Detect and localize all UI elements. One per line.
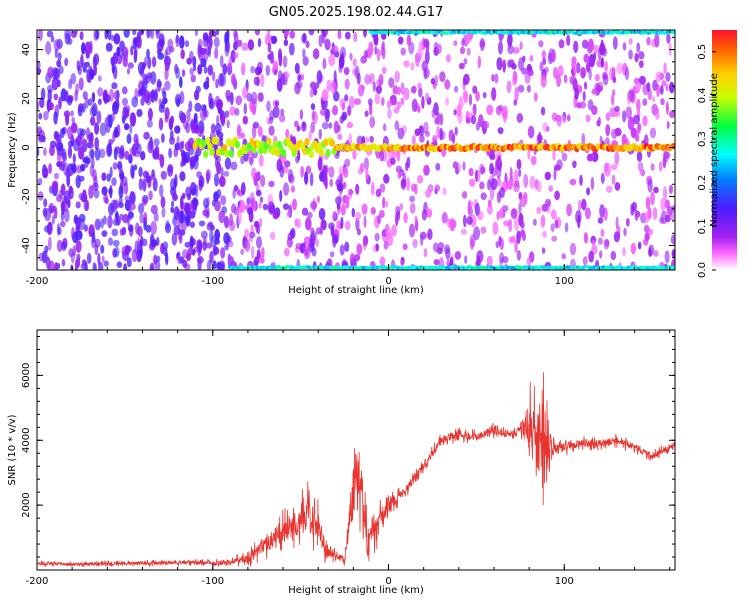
colorbar-tick-label: 0.4 — [697, 88, 708, 104]
y-tick-label: 4000 — [21, 428, 32, 453]
snr-ticks: -200 -100 0 100 2000 4000 6000 — [21, 330, 675, 587]
y-tick-label: -40 — [21, 237, 32, 253]
y-tick-label: -20 — [21, 188, 32, 204]
colorbar-tick-label: 0.2 — [697, 175, 708, 191]
chart-title: GN05.2025.198.02.44.G17 — [269, 5, 444, 20]
spectrogram-xlabel: Height of straight line (km) — [288, 285, 424, 296]
spectrogram-texture — [37, 30, 675, 270]
spectrogram-ylabel: Frequency (Hz) — [7, 112, 18, 188]
upper-edge-band — [368, 30, 675, 35]
snr-ylabel: SNR (10 * v/v) — [7, 414, 18, 485]
colorbar-tick-label: 0.3 — [697, 131, 708, 147]
y-tick-label: 40 — [21, 43, 32, 56]
snr-series — [37, 372, 675, 568]
y-tick-label: 6000 — [21, 363, 32, 388]
y-tick-label: 0 — [21, 144, 32, 150]
x-tick-label: -100 — [201, 276, 224, 287]
y-tick-label: 2000 — [21, 492, 32, 517]
snr-background — [37, 330, 675, 570]
snr-xlabel: Height of straight line (km) — [288, 585, 424, 596]
colorbar-ticks: 0.0 0.1 0.2 0.3 0.4 0.5 — [697, 44, 716, 278]
y-tick-label: 20 — [21, 92, 32, 105]
x-tick-label: 100 — [555, 276, 574, 287]
x-tick-label: -200 — [26, 276, 49, 287]
colorbar-tick-label: 0.1 — [697, 218, 708, 234]
snr-frame — [36, 329, 676, 571]
x-tick-label: -100 — [201, 576, 224, 587]
spectrogram-frame — [36, 29, 676, 271]
x-tick-label: 100 — [555, 576, 574, 587]
colorbar-tick-label: 0.5 — [697, 44, 708, 60]
x-tick-label: 0 — [385, 276, 391, 287]
colorbar-tick-label: 0.0 — [697, 262, 708, 278]
colorbar-gradient — [712, 30, 737, 270]
dominant-frequency-line — [192, 136, 675, 159]
x-tick-label: -200 — [26, 576, 49, 587]
snr-panel: -200 -100 0 100 2000 4000 6000 Height of strai… — [7, 329, 676, 596]
colorbar-label: Normalized spectral amplitude — [709, 73, 720, 227]
colorbar: 0.0 0.1 0.2 0.3 0.4 0.5 Normalized spectral a… — [697, 30, 737, 278]
x-tick-label: 0 — [385, 576, 391, 587]
snr-line — [37, 372, 675, 568]
